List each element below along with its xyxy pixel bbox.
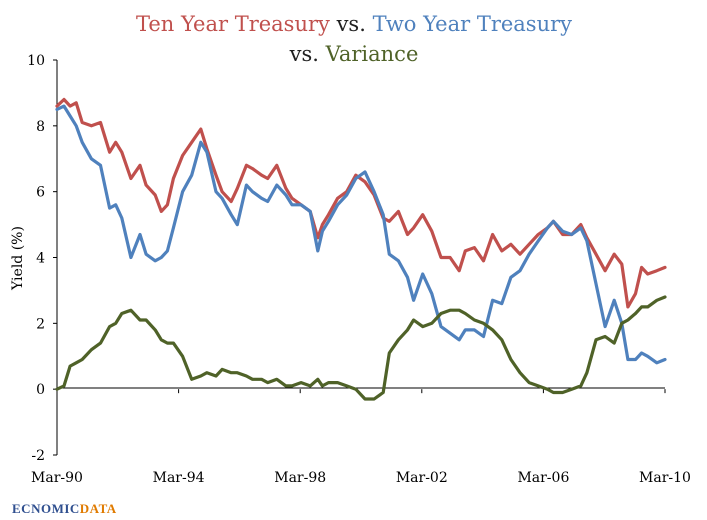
x-tick-label: Mar-10	[639, 470, 691, 486]
logo-part-3: DATA	[80, 501, 117, 516]
y-tick-label: 6	[36, 185, 45, 201]
y-axis-title: Yield (%)	[10, 226, 26, 291]
title-two-year: Two Year Treasury	[373, 12, 573, 36]
y-tick-label: 10	[27, 53, 45, 69]
x-tick-label: Mar-02	[396, 470, 448, 486]
logo-part-2: NOMIC	[31, 501, 80, 516]
x-tick-label: Mar-06	[517, 470, 569, 486]
x-tick-label: Mar-90	[31, 470, 83, 486]
x-tick-label: Mar-94	[153, 470, 205, 486]
series-line-two-year	[55, 104, 667, 365]
series-layer	[55, 97, 667, 401]
y-tick-label: 2	[36, 316, 45, 332]
title-ten-year: Ten Year Treasury	[136, 12, 330, 36]
x-axis-ticks: Mar-90 Mar-94 Mar-98 Mar-02 Mar-06 Mar-10	[31, 389, 691, 486]
y-tick-label: -2	[31, 448, 45, 464]
x-tick-label: Mar-98	[274, 470, 326, 486]
economicdata-logo: ECNOMICDATA	[12, 501, 117, 516]
series-line-variance	[55, 295, 667, 401]
chart-title-line-2: vs. Variance	[289, 42, 419, 66]
logo-part-1: EC	[12, 501, 31, 516]
y-tick-label: 4	[36, 251, 45, 267]
title-vs-2: vs.	[289, 42, 326, 66]
y-tick-label: 8	[36, 119, 45, 135]
logo-text: ECNOMICDATA	[12, 501, 117, 516]
y-tick-label: 0	[36, 382, 45, 398]
chart-title-line-1: Ten Year Treasury vs. Two Year Treasury	[136, 12, 572, 36]
title-vs-1: vs.	[330, 12, 373, 36]
series-line-ten-year	[55, 97, 667, 309]
title-variance: Variance	[325, 42, 419, 66]
y-axis-ticks: -2 0 2 4 6 8 10	[27, 53, 57, 464]
